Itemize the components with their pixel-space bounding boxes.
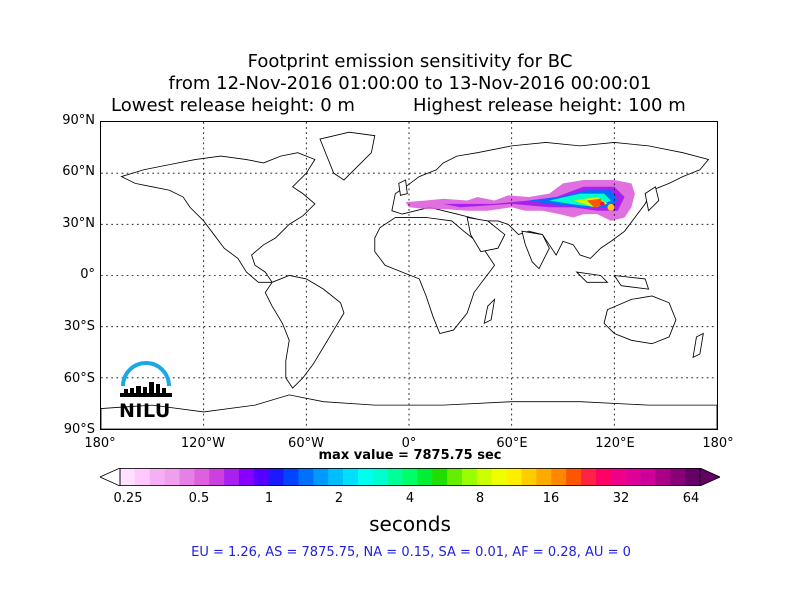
colorbar-cell [417, 468, 433, 486]
colorbar-cell [432, 468, 448, 486]
colorbar-tick-0: 0.25 [113, 491, 143, 506]
colorbar-cell [402, 468, 418, 486]
colorbar-cell [357, 468, 374, 486]
lat-label-30n: 30°N [62, 216, 95, 231]
title-lowest-height: Lowest release height: 0 m [111, 95, 355, 116]
lon-label-0: 0° [401, 436, 417, 451]
colorbar-cell [313, 468, 329, 486]
colorbar-cell [209, 468, 225, 486]
graticule [101, 122, 717, 429]
lat-label-60n: 60°N [62, 164, 95, 179]
colorbar-tick-7: 32 [612, 491, 630, 506]
logo-arc-icon [121, 361, 171, 387]
colorbar-cell [120, 468, 136, 486]
nilu-logo-text: NILU [119, 400, 171, 422]
regional-values: EU = 1.26, AS = 7875.75, NA = 0.15, SA =… [191, 545, 631, 560]
colorbar-cell [491, 468, 507, 486]
logo-skyline-icon [120, 382, 172, 397]
colorbar-max-arrow [699, 468, 720, 486]
colorbar-cell [298, 468, 314, 486]
colorbar-cell [283, 468, 299, 486]
lon-label-180w: 180° [84, 436, 116, 451]
colorbar-cell [581, 468, 597, 486]
lon-label-60w: 60°W [288, 436, 324, 451]
colorbar-cell [179, 468, 195, 486]
colorbar-cell [506, 468, 522, 486]
colorbar-cell [670, 468, 686, 486]
lat-label-90n: 90°N [62, 113, 95, 128]
lat-label-90s: 90°S [63, 422, 95, 437]
nilu-logo [120, 361, 172, 397]
lat-label-60s: 60°S [63, 371, 95, 386]
title-highest-height: Highest release height: 100 m [413, 95, 686, 116]
lon-label-180e: 180° [702, 436, 734, 451]
colorbar-cell [149, 468, 165, 486]
colorbar-cell [164, 468, 180, 486]
colorbar-cell [521, 468, 537, 486]
colorbar-tick-6: 16 [542, 491, 560, 506]
colorbar-cell [625, 468, 641, 486]
colorbar-label: seconds [369, 512, 451, 536]
colorbar-cell [462, 468, 478, 486]
colorbar [100, 468, 720, 486]
colorbar-tick-4: 4 [405, 491, 415, 506]
colorbar-cell [640, 468, 656, 486]
colorbar-cell [447, 468, 463, 486]
map-canvas [101, 122, 717, 429]
colorbar-cell [551, 468, 567, 486]
colorbar-tick-3: 2 [334, 491, 344, 506]
colorbar-cell [224, 468, 240, 486]
lat-label-0: 0° [80, 267, 95, 282]
colorbar-cell [566, 468, 582, 486]
colorbar-cell [134, 468, 151, 486]
colorbar-min-arrow [100, 468, 121, 486]
colorbar-cell [536, 468, 552, 486]
title-line-1: Footprint emission sensitivity for BC [247, 51, 573, 72]
sensitivity-plume [405, 179, 635, 221]
colorbar-tick-1: 0.5 [188, 491, 210, 506]
lon-label-120w: 120°W [180, 436, 226, 451]
lon-label-120e: 120°E [595, 436, 635, 451]
colorbar-cell [328, 468, 344, 486]
colorbar-cell [238, 468, 255, 486]
colorbar-cell [253, 468, 270, 486]
coastlines [101, 131, 717, 429]
colorbar-cell [610, 468, 626, 486]
colorbar-tick-8: 64 [682, 491, 700, 506]
colorbar-tick-5: 8 [475, 491, 485, 506]
colorbar-cell [343, 468, 359, 486]
lon-label-60e: 60°E [496, 436, 528, 451]
colorbar-cell [655, 468, 671, 486]
colorbar-cell [476, 468, 493, 486]
lat-label-30s: 30°S [63, 319, 95, 334]
colorbar-cell [372, 468, 388, 486]
max-value-label: max value = 7875.75 sec [318, 448, 502, 463]
world-map [100, 121, 718, 430]
colorbar-tick-2: 1 [264, 491, 274, 506]
colorbar-cell [595, 468, 612, 486]
colorbar-cell [685, 468, 701, 486]
title-line-2: from 12-Nov-2016 01:00:00 to 13-Nov-2016… [168, 73, 652, 94]
colorbar-cell [268, 468, 284, 486]
colorbar-cell [194, 468, 210, 486]
colorbar-cell [387, 468, 403, 486]
